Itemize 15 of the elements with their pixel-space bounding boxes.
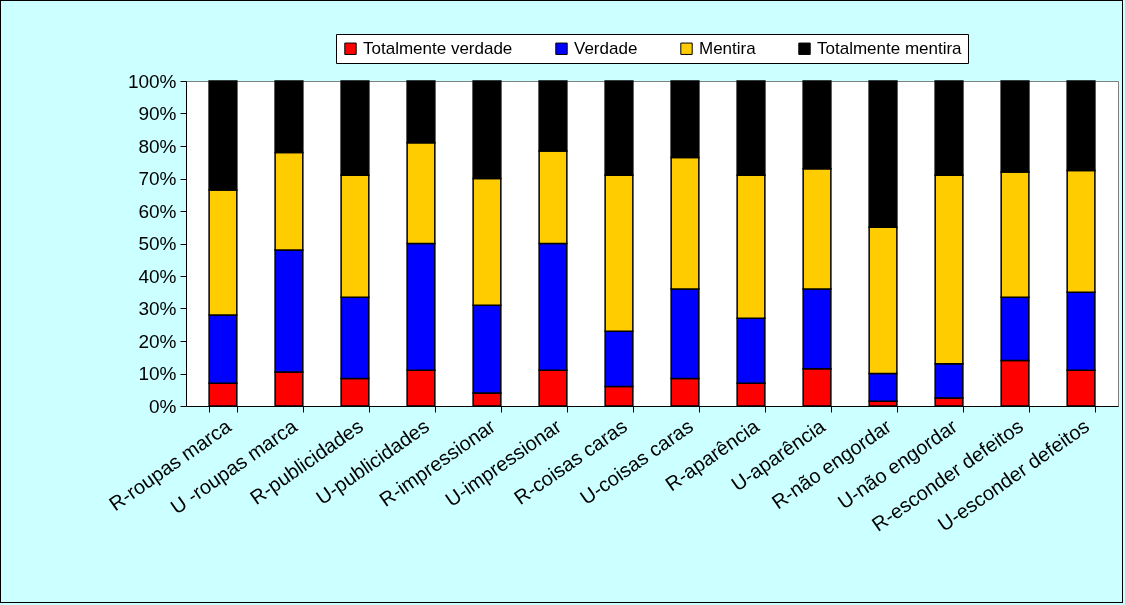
- y-tick-label: 100%: [127, 70, 177, 92]
- y-tick-label: 60%: [138, 200, 177, 222]
- y-tick-label: 0%: [149, 395, 177, 417]
- y-tick-label: 10%: [138, 363, 177, 384]
- legend-label: Totalmente verdade: [363, 38, 513, 58]
- y-tick-label: 20%: [138, 330, 177, 352]
- y-tick-label: 90%: [138, 103, 177, 124]
- y-tick-label: 30%: [138, 298, 177, 319]
- y-tick-label: 50%: [138, 233, 177, 254]
- y-tick-label: 80%: [138, 135, 177, 157]
- legend-label: Verdade: [574, 38, 638, 58]
- legend-label: Mentira: [699, 38, 757, 58]
- y-tick-label: 40%: [138, 265, 177, 287]
- y-tick-label: 70%: [138, 168, 177, 189]
- legend-label: Totalmente mentira: [817, 38, 963, 58]
